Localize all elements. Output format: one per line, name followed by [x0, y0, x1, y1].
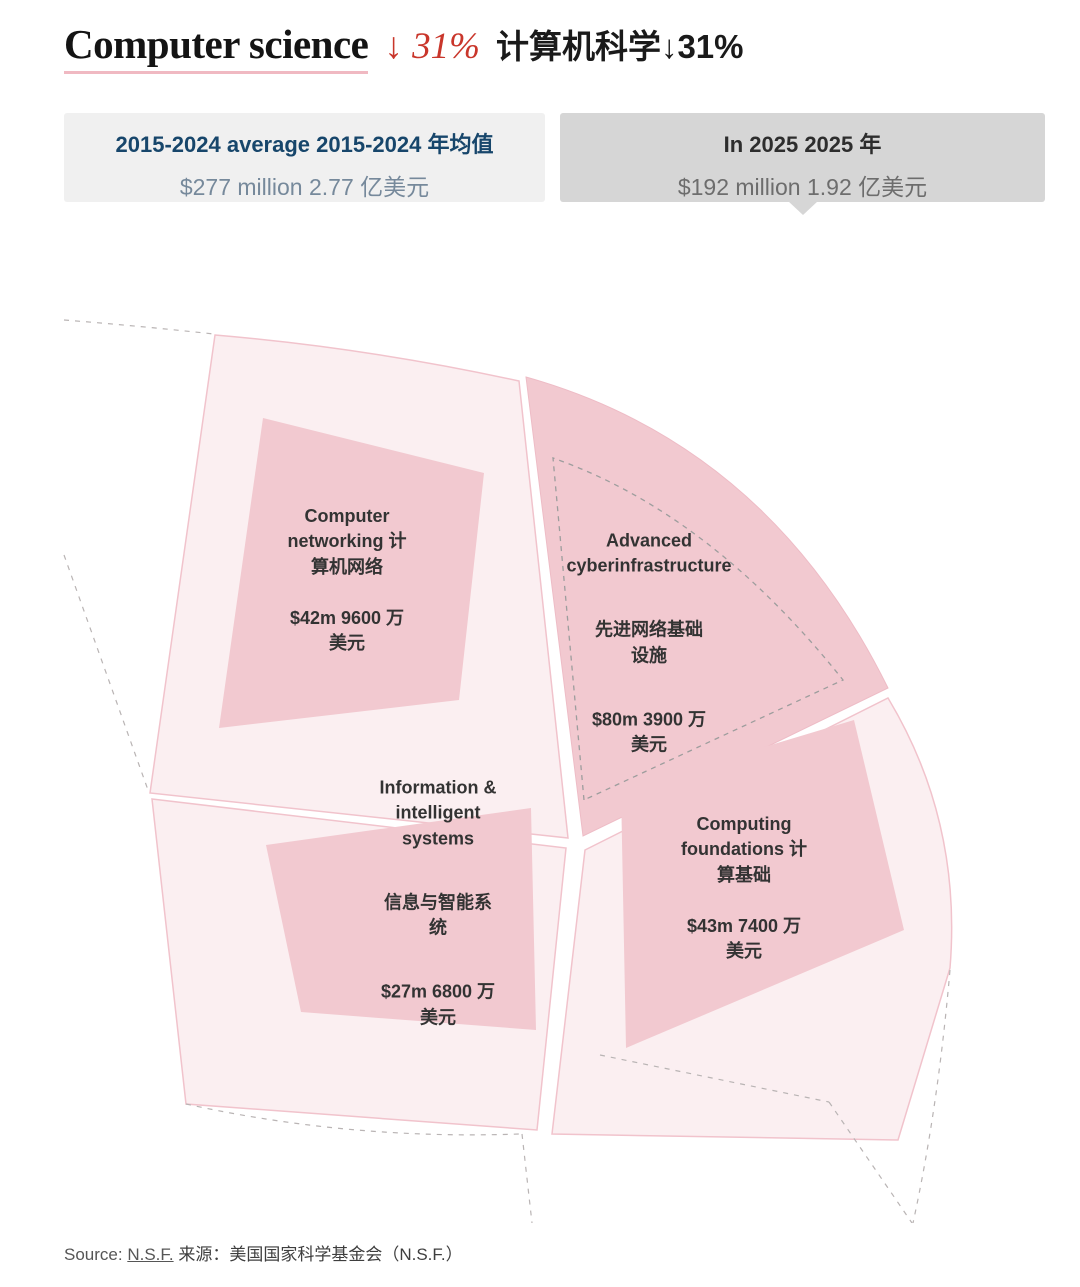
title-change-percent: ↓ 31% — [384, 26, 480, 67]
pointer-triangle-icon — [787, 201, 818, 215]
source-suffix: 来源：美国国家科学基金会（N.S.F.） — [173, 1245, 463, 1264]
networking-name: Computer networking 计 算机网络 — [287, 505, 407, 577]
foundations-value: $43m 7400 万 美元 — [686, 915, 802, 962]
average-value: $277 million 2.77 亿美元 — [179, 174, 430, 200]
source-prefix: Source: — [64, 1245, 128, 1264]
label-advanced-cyberinfrastructure: Advanced cyberinfrastructure 先进网络基础 设施 $… — [566, 502, 731, 783]
cyberinfrastructure-name: Advanced cyberinfrastructure — [566, 529, 732, 576]
title-chinese: 计算机科学↓31% — [495, 28, 744, 65]
info-systems-name-chinese: 信息与智能系 统 — [384, 892, 492, 938]
wedge-cyberinfrastructure-2025 — [525, 376, 889, 837]
guide-line-right — [912, 969, 951, 1223]
wedge-foundations-2025 — [621, 720, 904, 1048]
guide-line-left — [63, 554, 149, 791]
label-computing-foundations: Computing foundations 计 算基础 $43m 7400 万 … — [681, 786, 807, 990]
average-label: 2015-2024 average 2015-2024 年均值 — [115, 132, 494, 157]
wedge-diagram — [63, 319, 953, 1223]
in-2025-box: In 2025 2025 年 $192 million 1.92 亿美元 — [560, 113, 1045, 215]
label-computer-networking: Computer networking 计 算机网络 $42m 9600 万 美… — [287, 478, 406, 682]
in-2025-value: $192 million 1.92 亿美元 — [677, 174, 928, 200]
label-information-intelligent-systems: Information & intelligent systems 信息与智能系… — [380, 749, 497, 1056]
guide-arc-top-left — [63, 319, 215, 335]
info-systems-name: Information & intelligent systems — [379, 777, 497, 849]
summary-boxes: 2015-2024 average 2015-2024 年均值 $277 mil… — [64, 113, 1045, 215]
title-english: Computer science — [64, 20, 369, 74]
page-title: Computer science ↓ 31% 计算机科学↓31% — [64, 20, 744, 74]
funding-wedge-chart: Computer networking 计 算机网络 $42m 9600 万 美… — [0, 278, 1080, 1223]
foundations-name: Computing foundations 计 算基础 — [681, 813, 807, 885]
in-2025-label: In 2025 2025 年 — [723, 132, 882, 157]
wedge-networking-2025 — [219, 418, 484, 728]
guide-arc-bottom-left — [185, 1103, 520, 1136]
wedge-info-2025 — [266, 808, 536, 1030]
cyberinfrastructure-average-outline — [552, 457, 845, 801]
cyberinfrastructure-value: $80m 3900 万 美元 — [591, 709, 707, 755]
cyberinfrastructure-name-chinese: 先进网络基础 设施 — [595, 619, 703, 665]
source-line: Source: N.S.F. 来源：美国国家科学基金会（N.S.F.） — [64, 1240, 463, 1265]
guide-line-bottom-center — [521, 1133, 533, 1223]
source-link[interactable]: N.S.F. — [127, 1245, 174, 1264]
average-box: 2015-2024 average 2015-2024 年均值 $277 mil… — [64, 113, 545, 202]
guide-line-bottom-right-2 — [828, 1101, 913, 1223]
info-systems-value: $27m 6800 万 美元 — [380, 981, 496, 1028]
networking-value: $42m 9600 万 美元 — [289, 607, 405, 654]
